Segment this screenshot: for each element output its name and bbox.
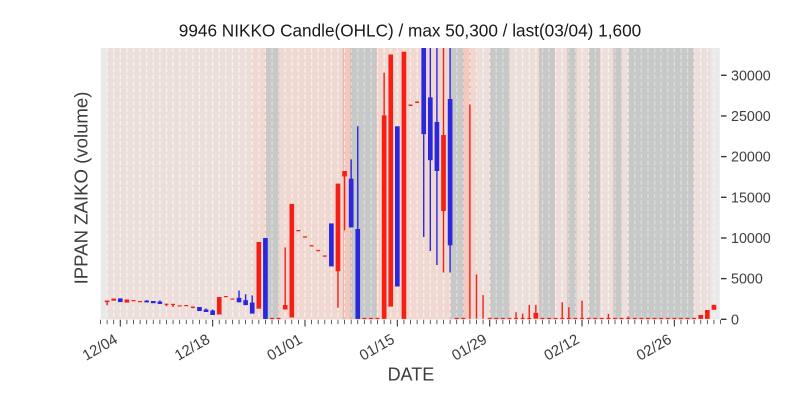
svg-text:DATE: DATE — [388, 365, 435, 385]
svg-text:IPPAN ZAIKO (volume): IPPAN ZAIKO (volume) — [70, 92, 91, 285]
svg-text:5000: 5000 — [731, 272, 763, 288]
svg-text:10000: 10000 — [731, 231, 771, 247]
svg-text:9946 NIKKO Candle(OHLC) / max: 9946 NIKKO Candle(OHLC) / max 50,300 / l… — [179, 21, 641, 41]
svg-text:30000: 30000 — [731, 68, 771, 84]
svg-text:0: 0 — [731, 312, 739, 328]
svg-text:15000: 15000 — [731, 190, 771, 206]
svg-text:20000: 20000 — [731, 150, 771, 166]
svg-text:25000: 25000 — [731, 109, 771, 125]
